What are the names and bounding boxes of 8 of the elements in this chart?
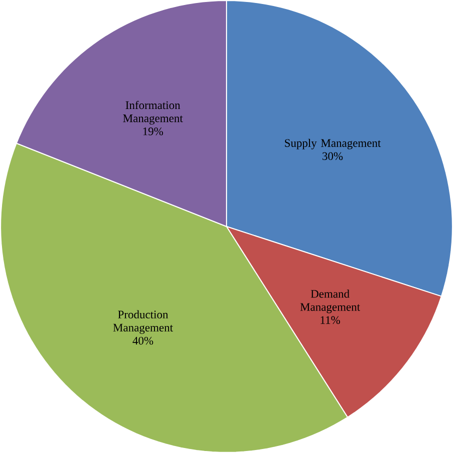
data-label: 30% <box>322 152 343 160</box>
data-label: 40% <box>132 336 154 345</box>
data-label: 19% <box>143 128 163 136</box>
slice-label: Production Management <box>113 310 173 334</box>
slice-label: Demand Management <box>300 290 360 314</box>
slice-label: Information Management <box>123 100 183 125</box>
data-label: 11% <box>320 316 340 324</box>
slice-label: Supply Management <box>284 138 381 150</box>
